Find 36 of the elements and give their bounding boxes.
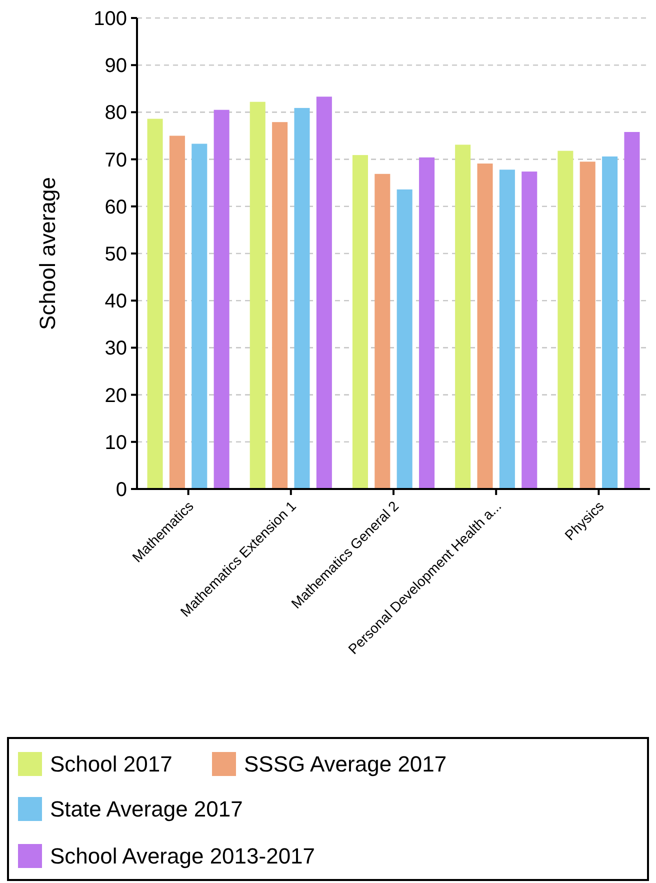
y-tick-label: 10 [104, 432, 127, 454]
y-tick-label: 70 [104, 149, 127, 172]
bar [169, 136, 185, 489]
bar [250, 102, 266, 489]
legend-label: School 2017 [50, 752, 172, 777]
bar [499, 170, 515, 489]
y-tick-label: 60 [104, 196, 127, 218]
bar [272, 122, 288, 489]
y-tick-label: 100 [94, 8, 127, 30]
y-tick-label: 50 [104, 244, 127, 266]
legend-label: School Average 2013-2017 [50, 844, 316, 869]
y-tick-label: 30 [104, 338, 127, 360]
y-tick-label: 80 [104, 102, 127, 124]
y-tick-label: 40 [104, 290, 127, 313]
bar [316, 96, 332, 489]
bar [580, 162, 596, 489]
bar [624, 132, 640, 489]
bar [419, 157, 435, 489]
legend-label: SSSG Average 2017 [244, 752, 447, 777]
bar [455, 144, 471, 489]
y-tick-label: 20 [104, 384, 127, 407]
bar [477, 164, 493, 489]
bar [396, 189, 412, 489]
bar [192, 144, 208, 489]
bar [522, 172, 538, 489]
bar [147, 118, 163, 489]
y-axis-title: School average [35, 177, 60, 330]
bar [374, 174, 390, 489]
bar [602, 156, 618, 489]
bar [558, 150, 574, 489]
legend-label: State Average 2017 [50, 796, 243, 822]
bar [352, 155, 368, 489]
bar [214, 110, 230, 489]
y-tick-label: 90 [104, 55, 127, 78]
bar [294, 108, 310, 489]
y-tick-label: 0 [116, 479, 127, 501]
